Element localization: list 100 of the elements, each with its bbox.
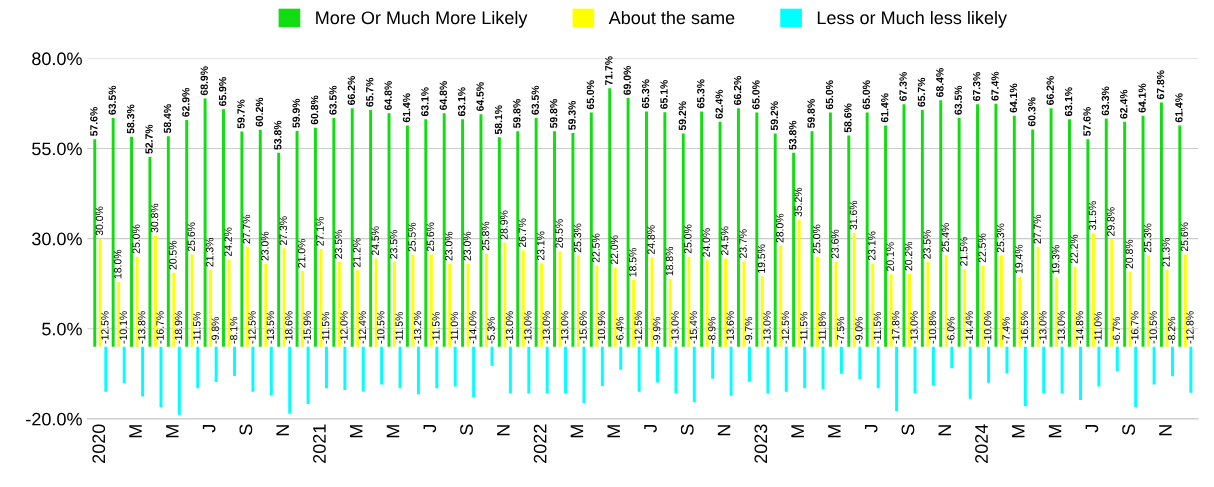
- data-label: -11.5%: [193, 311, 201, 344]
- bar: [1159, 102, 1163, 347]
- data-label: 64.8%: [439, 81, 447, 110]
- data-label: -12.5%: [634, 311, 642, 344]
- x-tick-label: 2020: [92, 424, 106, 463]
- bar: [258, 129, 262, 347]
- bar: [429, 254, 433, 347]
- data-label: -15.6%: [579, 311, 587, 344]
- data-label: 59.8%: [513, 99, 521, 129]
- bar: [729, 346, 733, 396]
- x-tick-label: J: [202, 425, 216, 433]
- bar: [902, 104, 906, 347]
- data-label: -13.0%: [671, 311, 679, 344]
- data-label: -18.6%: [285, 311, 293, 344]
- bar: [839, 346, 843, 374]
- y-tick-label: 30.0%: [32, 232, 82, 246]
- bar: [411, 254, 415, 347]
- data-label: 68.9%: [200, 66, 208, 96]
- bar: [595, 265, 599, 347]
- bar: [306, 346, 310, 405]
- data-label: 66.2%: [733, 76, 742, 105]
- data-label: 62.9%: [182, 87, 190, 117]
- data-label: -11.5%: [432, 311, 440, 344]
- data-label: 53.8%: [789, 120, 797, 150]
- bar: [626, 98, 630, 347]
- bar: [325, 346, 328, 389]
- bar: [148, 156, 152, 347]
- bar: [692, 346, 696, 403]
- bar: [742, 261, 746, 347]
- legend-label: More Or Much More Likely: [316, 10, 528, 28]
- bar: [295, 130, 299, 347]
- data-label: 67.8%: [1156, 70, 1165, 100]
- data-label: 25.8%: [481, 221, 490, 251]
- data-label: 58.1%: [494, 105, 503, 135]
- data-label: -5.3%: [487, 317, 495, 344]
- data-label: 23.0%: [463, 231, 471, 261]
- data-label: 24.8%: [647, 225, 655, 254]
- data-label: 58.6%: [844, 103, 852, 133]
- x-tick-label: S: [460, 424, 473, 435]
- x-tick-label: S: [239, 424, 253, 435]
- data-label: -11.5%: [873, 311, 882, 344]
- bar: [435, 346, 439, 389]
- bar: [681, 133, 685, 347]
- data-label: -7.4%: [1002, 317, 1010, 344]
- bar: [245, 246, 249, 347]
- bar: [203, 98, 207, 347]
- bar: [600, 346, 604, 387]
- bar: [963, 269, 967, 347]
- bar: [828, 112, 832, 347]
- data-label: 25.6%: [1180, 222, 1189, 252]
- bar: [582, 346, 586, 403]
- data-label: 35.2%: [794, 187, 802, 217]
- x-tick-label: M: [129, 425, 142, 438]
- data-label: 23.1%: [868, 231, 876, 261]
- bar: [369, 109, 373, 347]
- data-label: -15.9%: [303, 311, 311, 344]
- bar: [251, 346, 255, 392]
- data-label: 63.1%: [458, 87, 466, 117]
- data-label: 64.5%: [476, 82, 484, 112]
- data-label: 61.4%: [880, 93, 889, 123]
- bar: [656, 346, 659, 383]
- bar: [884, 125, 888, 347]
- x-tick-label: J: [644, 425, 657, 433]
- data-label: -10.0%: [983, 311, 992, 344]
- bar: [405, 125, 409, 347]
- bar: [1086, 139, 1090, 347]
- data-label: -9.8%: [211, 317, 219, 344]
- data-label: -11.0%: [450, 311, 459, 344]
- bar: [889, 274, 893, 347]
- x-tick-label: 2021: [313, 424, 326, 463]
- bar: [1115, 346, 1119, 371]
- data-label: 21.3%: [1162, 237, 1170, 267]
- bar: [472, 346, 476, 398]
- data-label: 58.4%: [163, 104, 172, 134]
- data-label: -10.8%: [928, 311, 937, 344]
- data-label: 66.2%: [1046, 76, 1054, 105]
- data-label: -17.8%: [892, 311, 900, 344]
- bar: [939, 100, 943, 347]
- bar: [1097, 346, 1101, 387]
- bar: [847, 135, 851, 347]
- bar: [1134, 346, 1138, 407]
- data-label: 28.0%: [776, 213, 784, 243]
- data-label: 18.0%: [114, 249, 122, 279]
- bar: [976, 104, 979, 347]
- data-label: -14.0%: [469, 311, 477, 344]
- bar: [748, 346, 751, 382]
- bar: [1068, 119, 1071, 347]
- data-label: 58.3%: [126, 104, 135, 134]
- bar: [135, 256, 139, 347]
- data-label: -12.8%: [1186, 311, 1194, 344]
- data-label: 23.6%: [831, 229, 839, 259]
- bar: [553, 131, 557, 347]
- data-label: 62.4%: [1120, 89, 1128, 119]
- bar: [865, 112, 869, 347]
- data-label: -13.0%: [1039, 311, 1047, 344]
- data-label: -14.4%: [965, 311, 973, 344]
- bar: [1055, 277, 1059, 347]
- bar: [453, 346, 457, 387]
- data-label: -16.7%: [1131, 311, 1139, 344]
- data-label: -13.0%: [505, 311, 514, 344]
